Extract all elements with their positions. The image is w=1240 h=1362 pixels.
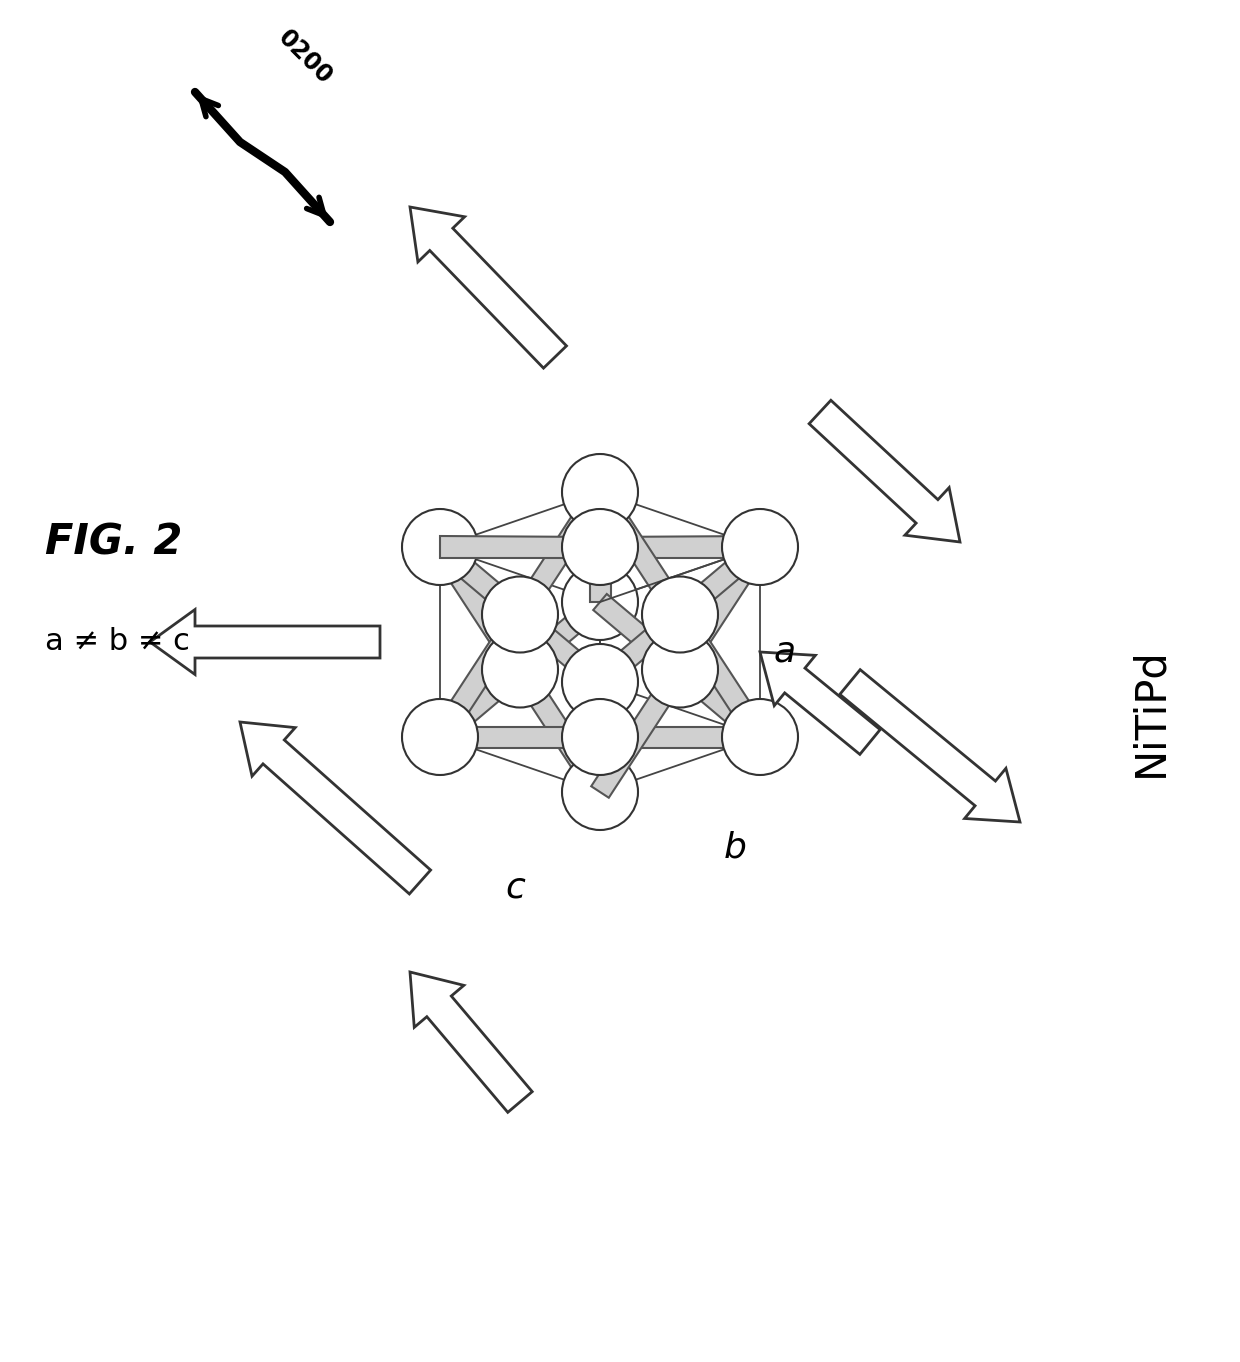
Text: b: b [724,829,746,864]
Polygon shape [810,400,960,542]
Text: NiTiPd: NiTiPd [1128,647,1171,776]
Text: 0200: 0200 [273,26,337,89]
Polygon shape [241,722,430,893]
Polygon shape [593,594,687,677]
Polygon shape [150,610,379,674]
Polygon shape [591,486,688,620]
Polygon shape [440,537,600,557]
Circle shape [562,644,639,720]
Circle shape [642,632,718,707]
Polygon shape [432,541,528,676]
Polygon shape [671,609,769,742]
Polygon shape [410,972,532,1113]
Polygon shape [440,726,600,748]
Circle shape [562,454,639,530]
Text: a ≠ b ≠ c: a ≠ b ≠ c [45,628,190,656]
Polygon shape [433,662,527,745]
Circle shape [482,576,558,652]
Polygon shape [591,663,688,798]
Circle shape [722,699,799,775]
Polygon shape [511,663,609,798]
Circle shape [402,509,477,586]
Circle shape [562,755,639,829]
Polygon shape [673,539,766,622]
Polygon shape [511,486,609,620]
Polygon shape [589,548,610,602]
Circle shape [482,632,558,707]
Circle shape [562,564,639,640]
Polygon shape [432,609,528,742]
Circle shape [402,699,477,775]
Polygon shape [513,606,606,691]
Circle shape [562,699,639,775]
Polygon shape [410,207,567,368]
Polygon shape [593,606,687,691]
Polygon shape [589,492,610,548]
Polygon shape [589,737,610,791]
Text: a: a [774,635,796,669]
Circle shape [722,509,799,586]
Polygon shape [671,541,769,676]
Polygon shape [839,670,1021,823]
Text: FIG. 2: FIG. 2 [45,522,182,563]
Circle shape [642,576,718,652]
Polygon shape [673,662,766,745]
Text: c: c [505,870,525,904]
Polygon shape [760,652,880,755]
Polygon shape [433,539,527,622]
Polygon shape [600,537,760,557]
Polygon shape [589,682,610,737]
Circle shape [562,509,639,586]
Polygon shape [600,726,760,748]
Polygon shape [513,594,606,677]
